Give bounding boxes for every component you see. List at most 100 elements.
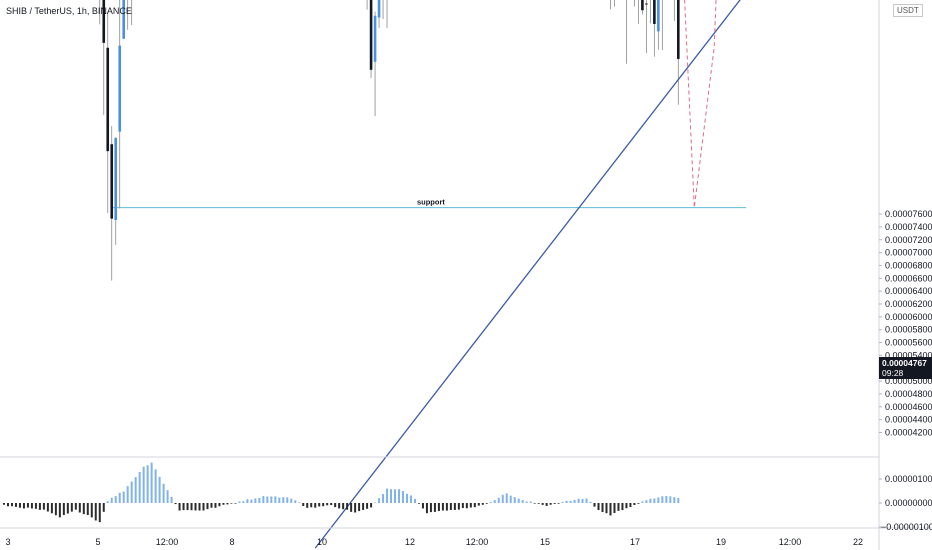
projected-path	[684, 0, 717, 208]
ascending-trendline	[314, 0, 741, 549]
histogram-bar	[449, 503, 452, 510]
histogram-bar	[461, 503, 464, 509]
osc-y-tick-label: 0.00000100	[885, 474, 932, 484]
x-tick-label: 22	[853, 537, 863, 547]
histogram-bar	[6, 503, 9, 507]
histogram-bar	[198, 503, 201, 511]
histogram-bar	[18, 503, 21, 508]
histogram-bar	[322, 503, 325, 507]
histogram-bar	[441, 503, 444, 511]
histogram-bar	[138, 471, 141, 503]
histogram-bar	[330, 503, 333, 506]
annotations: supportneed breakPrice	[417, 198, 445, 207]
histogram-bar	[374, 502, 377, 504]
candle	[614, 0, 615, 7]
histogram-bar	[226, 503, 229, 505]
x-tick-label: 12	[405, 537, 415, 547]
price-levels	[111, 207, 747, 209]
histogram	[3, 462, 680, 523]
histogram-bar	[174, 503, 177, 505]
histogram-bar	[413, 498, 416, 503]
y-tick-label: 0.00005400	[885, 350, 932, 360]
histogram-bar	[553, 503, 556, 504]
projection-layer	[684, 0, 717, 208]
histogram-bar	[617, 503, 620, 511]
x-tick-label: 17	[630, 537, 640, 547]
histogram-bar	[565, 500, 568, 503]
bar-countdown: 09:28	[882, 368, 904, 378]
histogram-bar	[286, 497, 289, 503]
candle	[657, 0, 660, 50]
y-tick-label: 0.00007600	[885, 209, 932, 219]
histogram-bar	[190, 503, 193, 511]
y-tick-label: 0.00007200	[885, 235, 932, 245]
histogram-bar	[50, 503, 53, 514]
histogram-bar	[210, 503, 213, 508]
histogram-bar	[246, 499, 249, 503]
histogram-bar	[433, 503, 436, 512]
histogram-bar	[62, 503, 65, 516]
histogram-bar	[10, 503, 13, 507]
histogram-bar	[485, 503, 488, 504]
candle	[638, 0, 639, 24]
histogram-bar	[94, 503, 97, 521]
histogram-bar	[609, 503, 612, 516]
histogram-bar	[102, 503, 105, 512]
histogram-bar	[338, 503, 341, 509]
histogram-bar	[90, 503, 93, 518]
y-tick-label: 0.00006000	[885, 312, 932, 322]
histogram-bar	[362, 503, 365, 510]
histogram-bar	[98, 503, 101, 523]
osc-y-tick-label: −0.00000100	[881, 522, 932, 532]
unit-badge[interactable]: USDT	[893, 4, 923, 17]
histogram-bar	[545, 503, 548, 506]
histogram-bar	[489, 502, 492, 503]
histogram-bar	[146, 465, 149, 503]
histogram-bar	[513, 497, 516, 503]
x-tick-label: 3	[5, 537, 10, 547]
candles	[99, 0, 680, 281]
histogram-bar	[601, 503, 604, 512]
histogram-bar	[202, 503, 205, 511]
histogram-bar	[653, 498, 656, 503]
histogram-bar	[417, 503, 420, 504]
histogram-bar	[501, 494, 504, 503]
x-tick-label: 10	[317, 537, 327, 547]
histogram-bar	[402, 491, 404, 503]
candle	[673, 0, 675, 21]
histogram-bar	[302, 503, 305, 506]
histogram-bar	[549, 503, 552, 505]
candle	[626, 0, 627, 64]
histogram-bar	[78, 503, 81, 513]
histogram-bar	[569, 500, 572, 503]
histogram-bar	[445, 503, 448, 511]
candle	[661, 0, 663, 51]
histogram-bar	[310, 503, 313, 508]
osc-y-tick-label: 0.00000000	[885, 498, 932, 508]
histogram-bar	[162, 483, 165, 503]
histogram-bar	[42, 503, 45, 510]
histogram-bar	[645, 500, 648, 503]
histogram-bar	[74, 503, 77, 510]
histogram-bar	[525, 501, 528, 503]
histogram-bar	[509, 495, 512, 503]
histogram-bar	[366, 503, 369, 509]
histogram-bar	[613, 503, 616, 513]
histogram-bar	[334, 503, 337, 508]
trendline-layer	[314, 0, 741, 549]
histogram-bar	[573, 499, 576, 503]
candle	[610, 0, 611, 10]
histogram-bar	[282, 497, 285, 503]
y-tick-label: 0.00006600	[885, 273, 932, 283]
y-tick-label: 0.00006800	[885, 260, 932, 270]
histogram-bar	[665, 496, 668, 503]
histogram-bar	[469, 503, 472, 508]
candle	[102, 0, 106, 115]
x-tick-label: 5	[95, 537, 100, 547]
histogram-bar	[398, 489, 401, 503]
histogram-bar	[425, 503, 428, 514]
y-tick-label: 0.00004400	[885, 415, 932, 425]
histogram-bar	[250, 499, 253, 503]
candle	[369, 0, 373, 78]
